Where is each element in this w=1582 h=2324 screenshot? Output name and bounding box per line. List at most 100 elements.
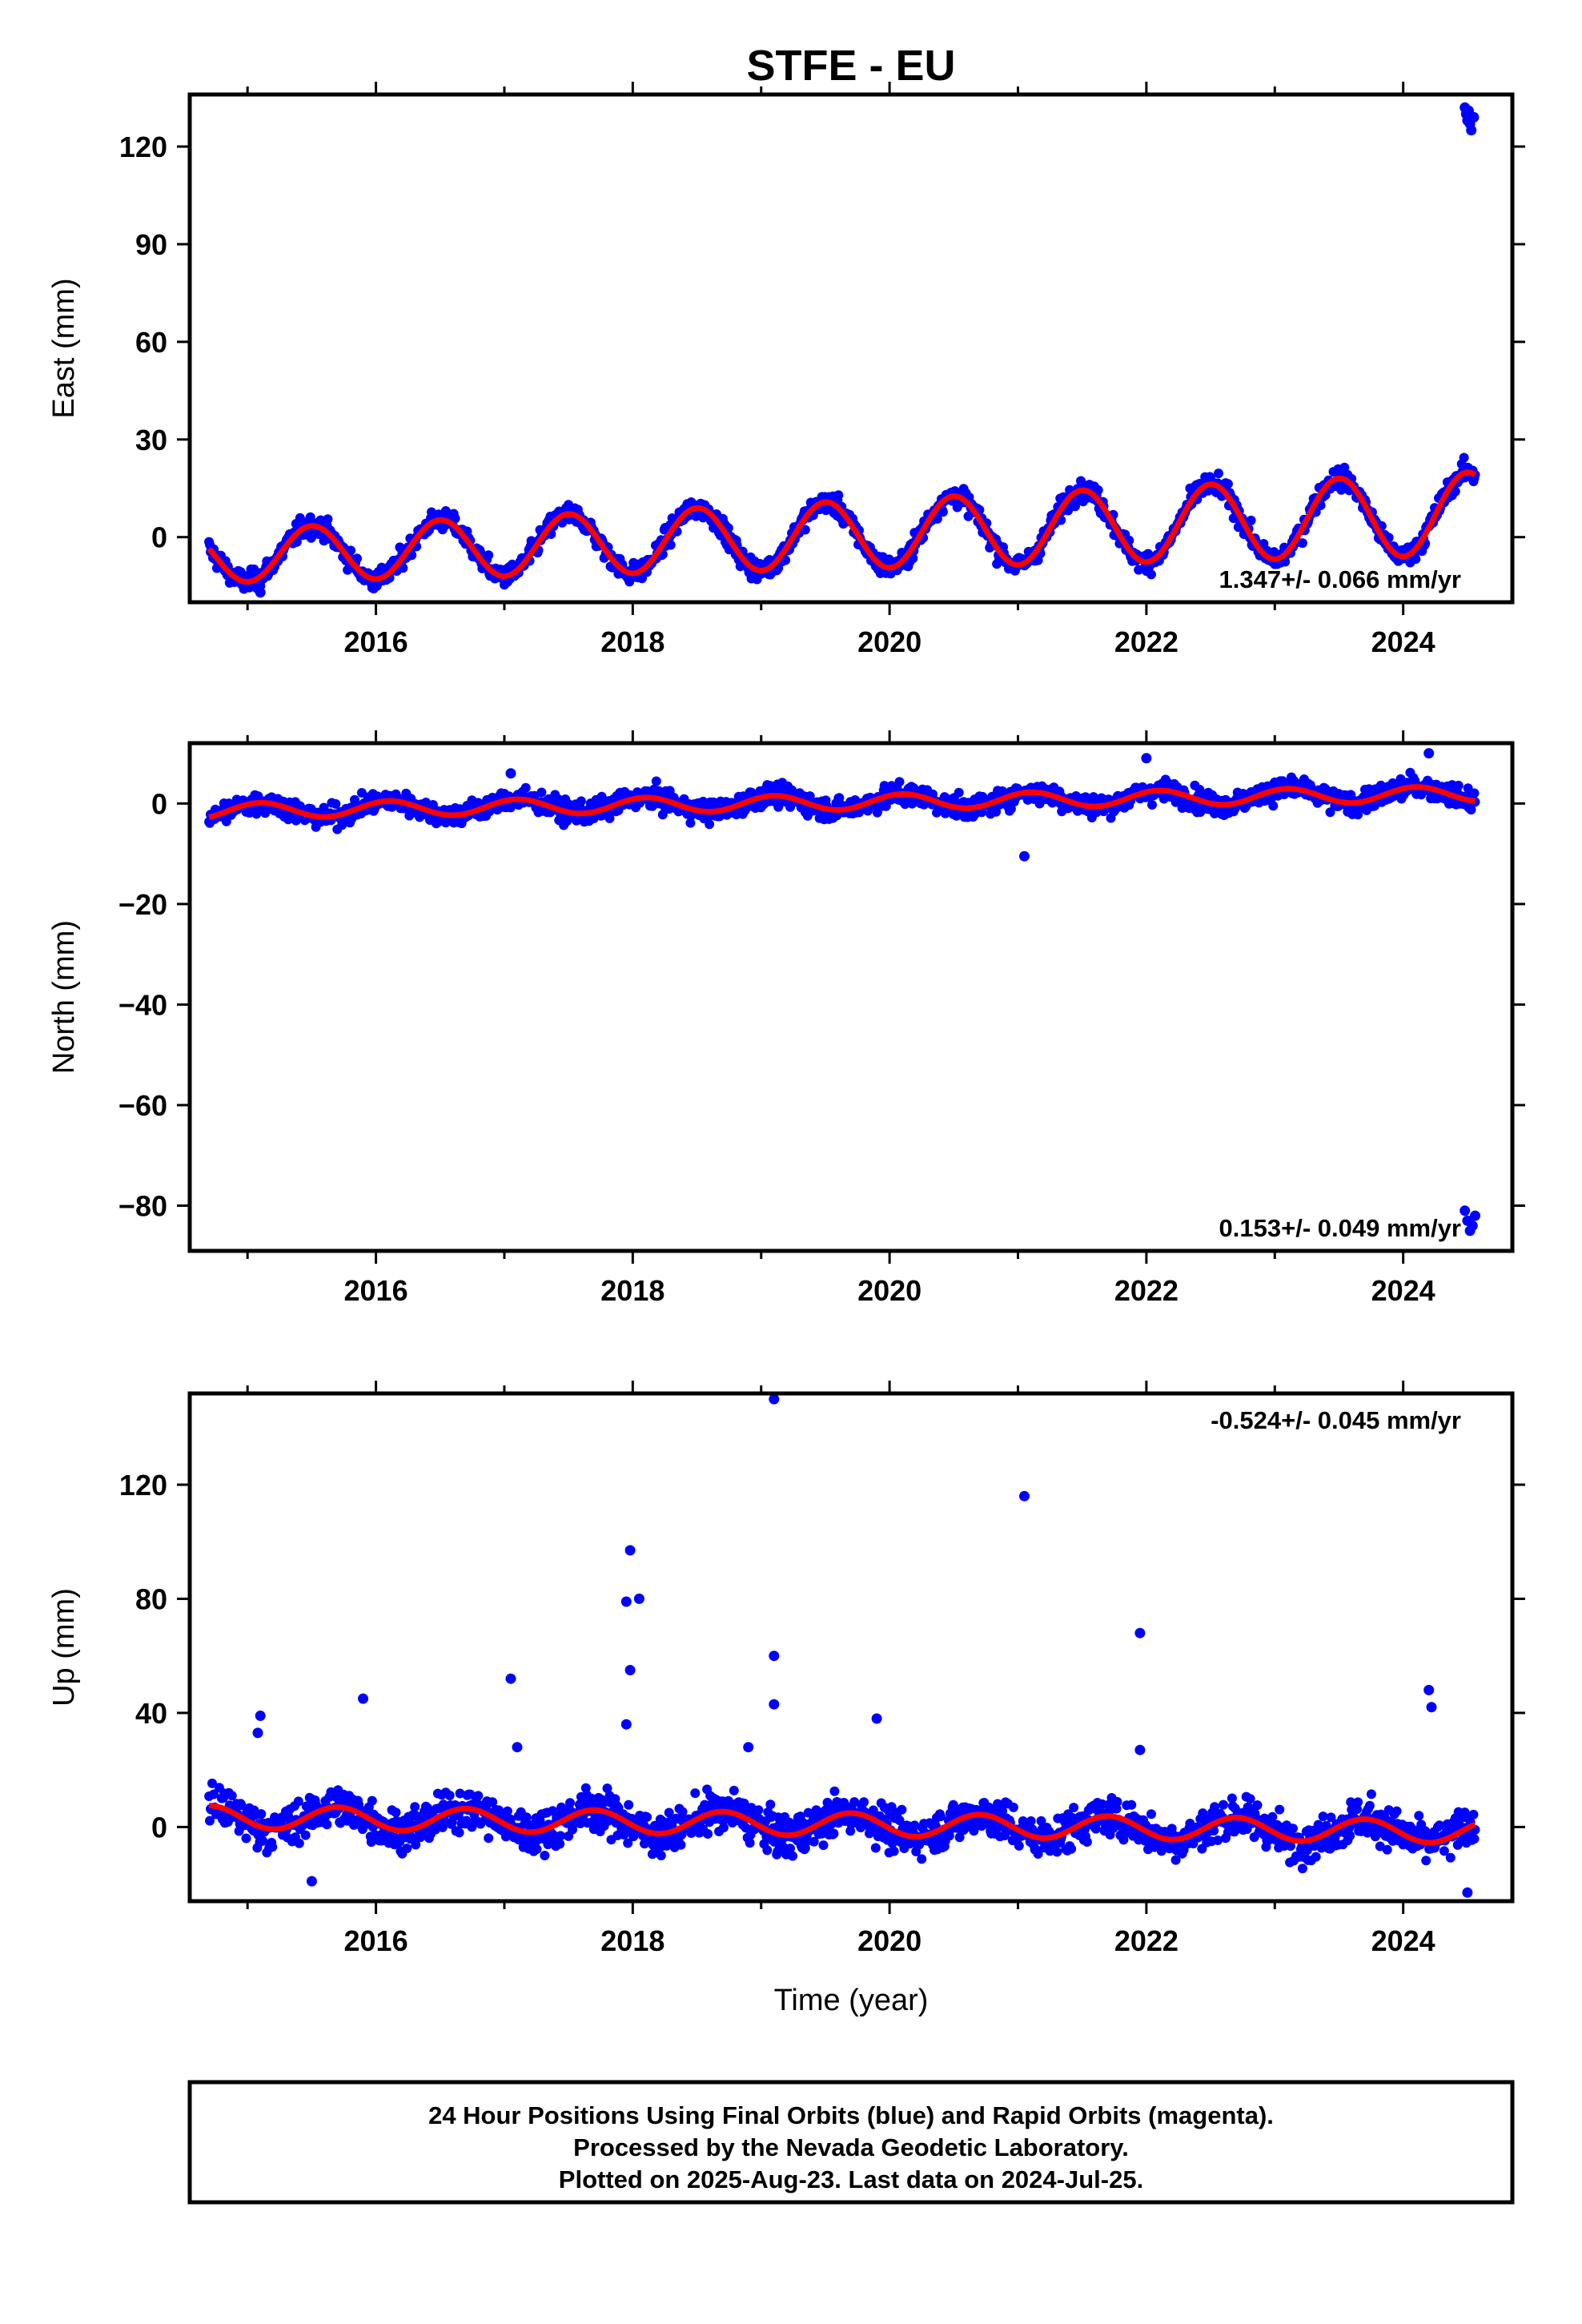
data-point	[954, 787, 964, 798]
data-point	[555, 1839, 565, 1849]
y-tick-label: −80	[118, 1190, 167, 1223]
data-point	[1267, 1811, 1278, 1822]
data-point	[1469, 788, 1480, 798]
data-point	[1112, 1796, 1122, 1807]
data-point	[788, 1851, 797, 1861]
y-tick-label: 90	[135, 228, 167, 261]
data-point	[765, 1799, 776, 1810]
data-point	[1345, 1831, 1355, 1841]
y-axis-label: East (mm)	[47, 278, 81, 418]
data-point	[437, 1822, 448, 1832]
data-point	[907, 798, 917, 809]
data-point	[322, 1819, 332, 1830]
data-point	[894, 777, 905, 787]
rate-annotation: 1.347+/- 0.066 mm/yr	[1219, 565, 1461, 593]
data-point	[205, 1815, 215, 1826]
y-tick-label: 80	[135, 1582, 167, 1615]
data-point	[331, 798, 341, 809]
data-point	[1044, 1826, 1054, 1836]
data-point	[1286, 1841, 1295, 1852]
data-point	[402, 1844, 412, 1853]
data-point	[1026, 1816, 1036, 1826]
x-tick-label: 2022	[1114, 625, 1178, 658]
data-point	[1468, 1809, 1479, 1819]
data-point	[305, 512, 315, 522]
data-point	[800, 525, 810, 535]
data-point	[488, 1797, 498, 1807]
y-tick-label: 60	[135, 326, 167, 359]
data-point	[450, 513, 460, 524]
data-point	[1069, 1803, 1079, 1813]
outlier-point	[624, 1545, 636, 1556]
x-tick-label: 2018	[600, 625, 665, 658]
x-tick-label: 2022	[1114, 1274, 1178, 1307]
outlier-point	[1423, 748, 1435, 759]
x-tick-label: 2018	[600, 1924, 665, 1957]
outlier-point	[1470, 1210, 1480, 1221]
data-points	[204, 1393, 1480, 1898]
data-point	[703, 1829, 713, 1839]
data-point	[423, 1803, 432, 1813]
data-point	[444, 1791, 455, 1800]
outlier-point	[1468, 111, 1480, 123]
data-point	[576, 796, 586, 806]
data-point	[862, 806, 873, 816]
data-points	[204, 102, 1480, 598]
footer-line-2: Processed by the Nevada Geodetic Laborat…	[573, 2133, 1129, 2161]
data-point	[829, 1828, 839, 1839]
outlier-point	[1426, 1702, 1437, 1713]
data-point	[1066, 1844, 1077, 1854]
y-axis-label: Up (mm)	[47, 1588, 81, 1707]
data-point	[718, 1823, 729, 1833]
x-tick-label: 2022	[1114, 1924, 1178, 1957]
data-point	[207, 1778, 217, 1788]
data-point	[1146, 569, 1156, 580]
data-point	[1219, 1799, 1228, 1810]
data-point	[416, 1832, 426, 1843]
outlier-point	[769, 1393, 780, 1405]
data-point	[411, 1839, 421, 1850]
data-point	[1382, 1844, 1392, 1855]
outlier-point	[1134, 1744, 1146, 1755]
data-point	[785, 1844, 795, 1854]
data-point	[484, 1833, 494, 1844]
data-point	[1339, 462, 1350, 472]
data-point	[909, 1820, 920, 1831]
outlier-point	[871, 1713, 882, 1724]
outlier-point	[512, 1742, 523, 1753]
data-point	[1414, 1811, 1424, 1821]
data-point	[484, 550, 494, 561]
data-point	[900, 799, 910, 810]
footer-box: 24 Hour Positions Using Final Orbits (bl…	[187, 2080, 1515, 2205]
data-point	[1391, 1806, 1402, 1816]
x-tick-label: 2024	[1371, 1274, 1435, 1307]
data-point	[1006, 804, 1016, 814]
data-point	[984, 1802, 994, 1812]
data-point	[870, 1843, 881, 1853]
outlier-point	[1134, 1627, 1146, 1638]
data-point	[1268, 801, 1279, 811]
y-tick-label: −60	[118, 1089, 167, 1122]
data-point	[998, 1806, 1007, 1816]
data-point	[209, 1789, 219, 1799]
x-axis-label: Time (year)	[774, 1984, 929, 2017]
data-point	[623, 1838, 633, 1848]
data-point	[741, 1823, 751, 1833]
outlier-point	[1423, 1684, 1435, 1695]
data-point	[532, 1844, 542, 1854]
data-point	[897, 1804, 907, 1815]
data-point	[1230, 1803, 1240, 1814]
data-point	[502, 1806, 512, 1816]
data-point	[1366, 1789, 1376, 1799]
data-point	[300, 1830, 311, 1840]
data-point	[1170, 1855, 1181, 1865]
y-tick-label: −20	[118, 888, 167, 921]
data-point	[1311, 1852, 1321, 1862]
outlier-point	[1019, 850, 1030, 862]
data-point	[367, 1795, 377, 1806]
data-point	[1198, 1808, 1208, 1819]
data-point	[656, 1851, 666, 1860]
outlier-point	[620, 1719, 632, 1730]
